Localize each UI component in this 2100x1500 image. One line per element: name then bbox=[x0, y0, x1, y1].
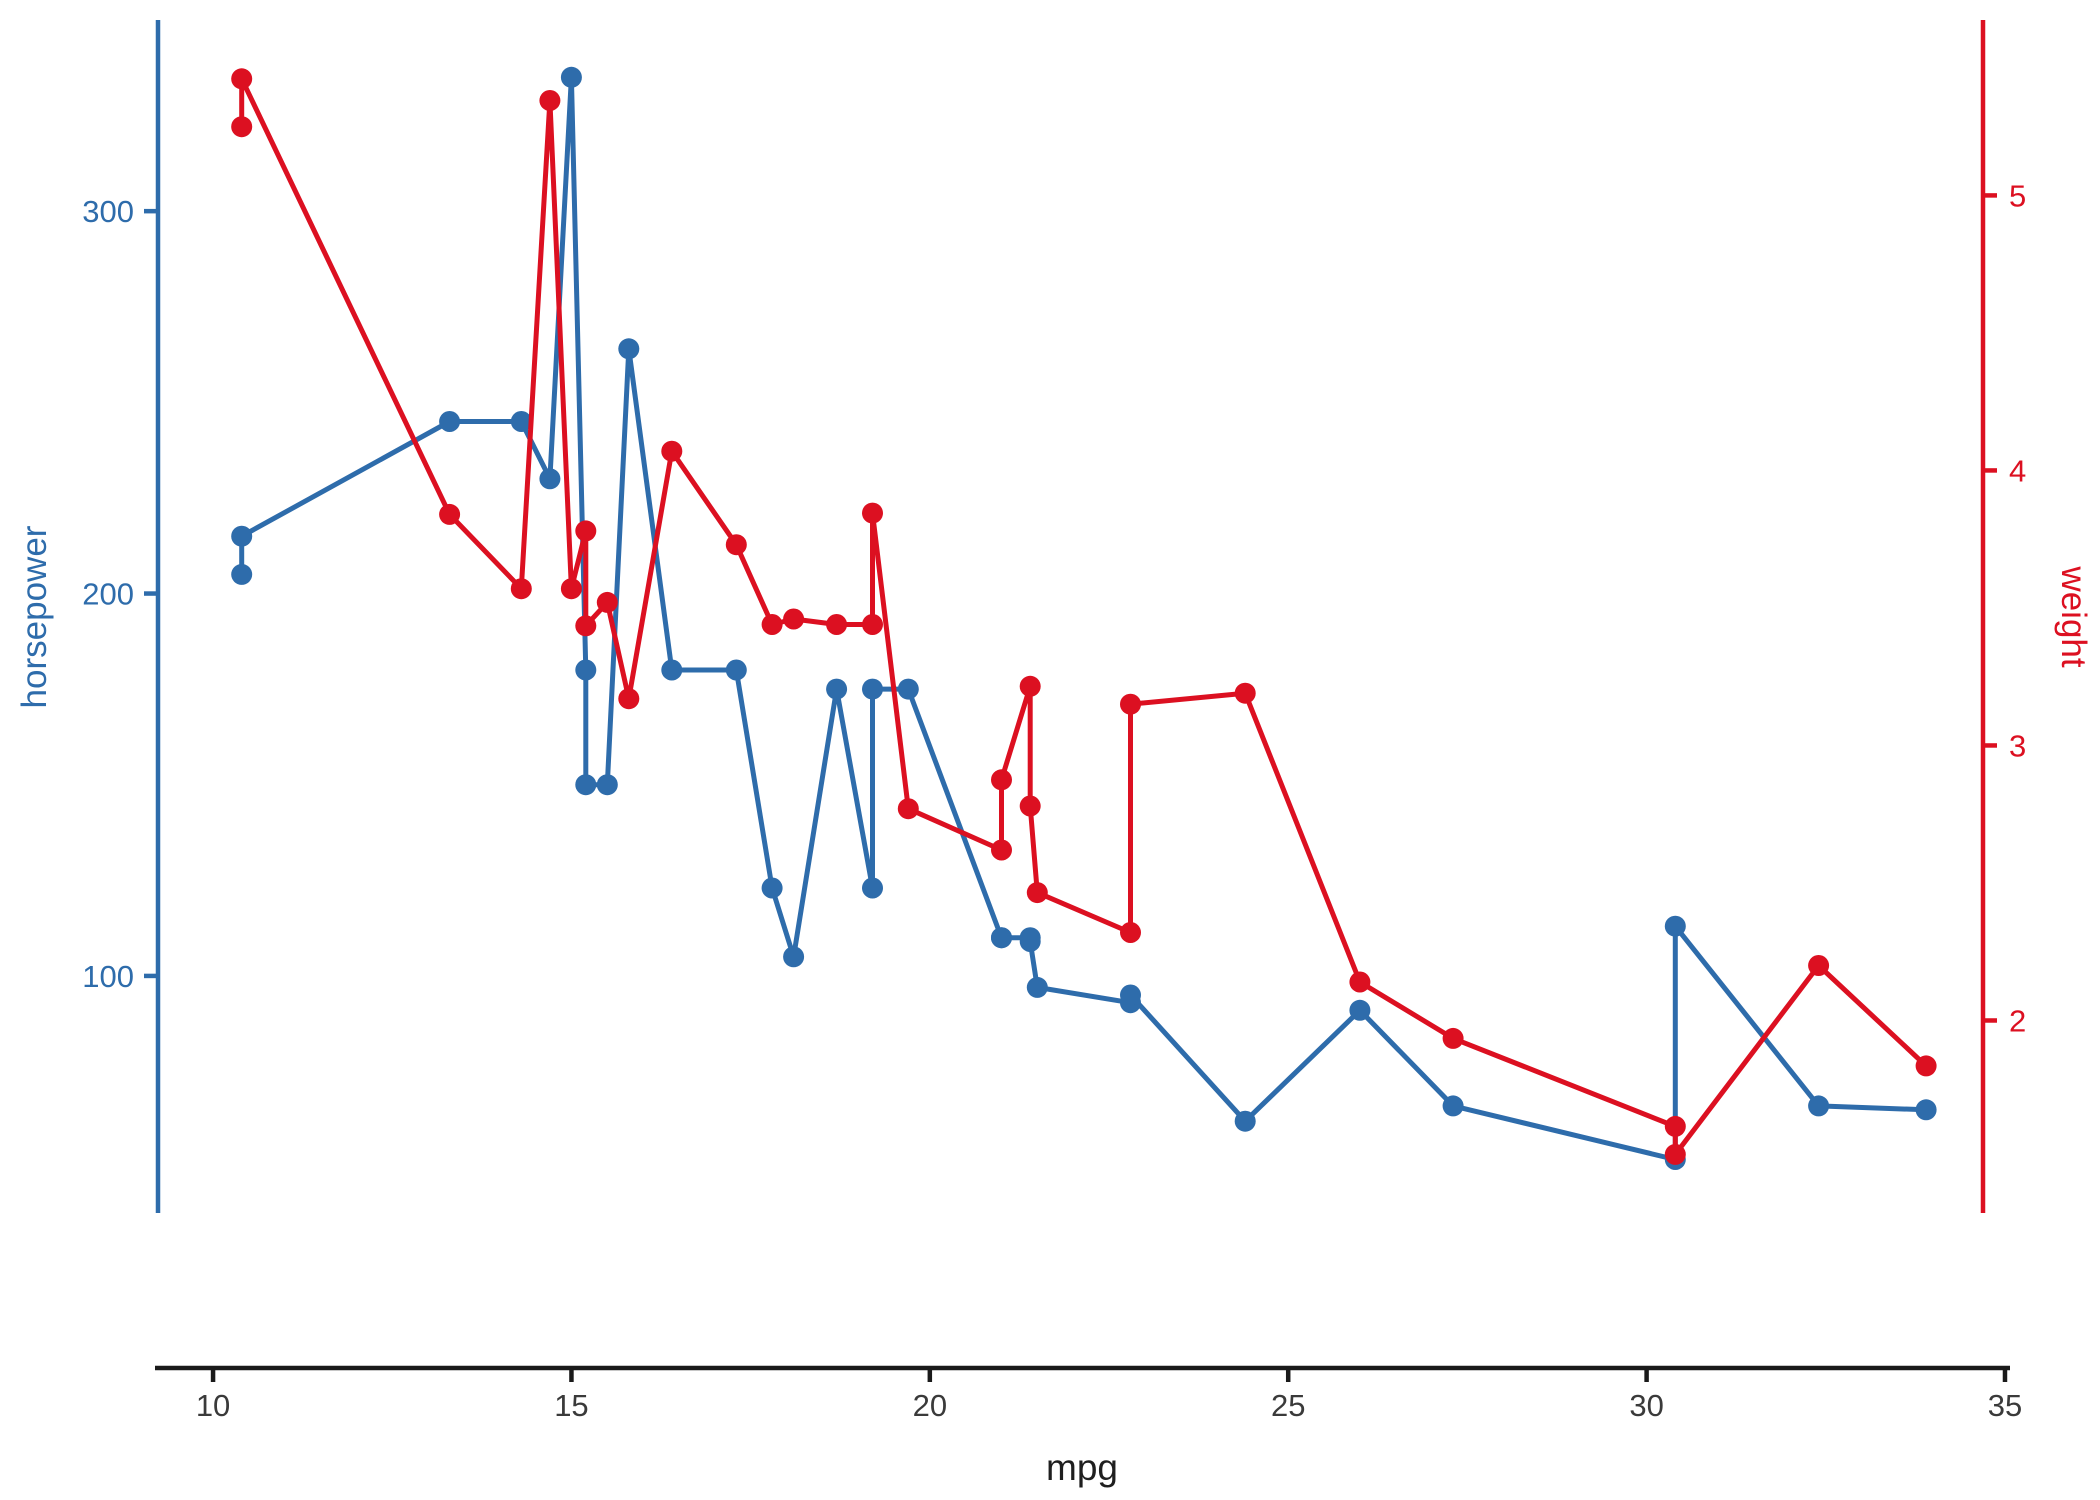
left-axis-tick-label: 100 bbox=[82, 959, 134, 994]
weight-point bbox=[510, 578, 532, 600]
weight-point bbox=[575, 615, 597, 637]
horsepower-point bbox=[1915, 1099, 1937, 1121]
weight-point bbox=[1349, 971, 1371, 993]
weight-point bbox=[1915, 1055, 1937, 1077]
left-axis-tick-label: 200 bbox=[82, 577, 134, 612]
horsepower-point bbox=[725, 659, 747, 681]
weight-point bbox=[575, 520, 597, 542]
horsepower-point bbox=[439, 411, 461, 432]
weight-point bbox=[1808, 955, 1830, 976]
horsepower-point bbox=[231, 563, 253, 585]
horsepower-point bbox=[661, 659, 683, 681]
weight-point bbox=[897, 798, 919, 820]
right-axis-tick-label: 4 bbox=[2009, 453, 2026, 488]
weight-point bbox=[1019, 675, 1041, 697]
horsepower-point bbox=[1664, 915, 1686, 937]
horsepower-point bbox=[596, 774, 618, 796]
weight-point bbox=[539, 90, 561, 111]
weight-point bbox=[439, 503, 461, 525]
weight-point bbox=[725, 534, 747, 556]
weight-point bbox=[783, 608, 805, 630]
x-axis-tick-label: 25 bbox=[1271, 1388, 1305, 1423]
horsepower-line bbox=[239, 74, 1927, 1162]
weight-point bbox=[862, 614, 883, 635]
weight-point bbox=[1664, 1143, 1686, 1165]
x-axis-tick-label: 35 bbox=[1988, 1388, 2022, 1423]
horsepower-point bbox=[1120, 984, 1141, 1006]
weight-point bbox=[1234, 682, 1256, 704]
right-axis-tick-label: 2 bbox=[2009, 1003, 2026, 1038]
horsepower-point bbox=[1019, 931, 1041, 952]
horsepower-point bbox=[575, 659, 597, 681]
horsepower-point bbox=[826, 678, 848, 700]
horsepower-point bbox=[862, 877, 883, 899]
horsepower-point bbox=[1808, 1095, 1830, 1117]
horsepower-point bbox=[783, 946, 805, 968]
series-layer bbox=[231, 66, 1937, 1170]
weight-point bbox=[231, 68, 253, 90]
weight-point bbox=[1120, 693, 1141, 715]
horsepower-point bbox=[862, 678, 883, 700]
right-axis-tick-label: 5 bbox=[2009, 178, 2026, 213]
horsepower-point bbox=[897, 678, 919, 700]
weight-point bbox=[1664, 1115, 1686, 1137]
weight-point bbox=[1120, 922, 1141, 943]
x-axis-title: mpg bbox=[1046, 1447, 1118, 1488]
horsepower-point bbox=[991, 927, 1012, 949]
horsepower-point bbox=[231, 525, 253, 547]
horsepower-point bbox=[1349, 999, 1371, 1021]
horsepower-point bbox=[1234, 1110, 1256, 1132]
horsepower-point bbox=[510, 411, 532, 432]
horsepower-point bbox=[761, 877, 783, 899]
left-y-axis-title: horsepower bbox=[15, 525, 54, 708]
weight-point bbox=[1442, 1027, 1464, 1049]
weight-point bbox=[661, 440, 683, 462]
weight-point bbox=[231, 116, 253, 138]
x-axis-tick-label: 10 bbox=[196, 1388, 230, 1423]
horsepower-point bbox=[618, 338, 640, 360]
weight-point bbox=[761, 614, 783, 635]
weight-point bbox=[618, 688, 640, 710]
x-axis-tick-label: 20 bbox=[913, 1388, 947, 1423]
horsepower-point bbox=[560, 66, 582, 88]
right-axis-tick-label: 3 bbox=[2009, 728, 2026, 763]
weight-point bbox=[1019, 795, 1041, 817]
weight-point bbox=[1026, 882, 1048, 904]
weight-point bbox=[991, 839, 1012, 861]
x-axis-tick-label: 15 bbox=[554, 1388, 588, 1423]
right-y-axis-title: weight bbox=[2054, 565, 2093, 667]
weight-point bbox=[826, 614, 848, 635]
horsepower-point bbox=[539, 468, 561, 490]
horsepower-point bbox=[1442, 1095, 1464, 1117]
axis-ticks-layer: 10 15 20 25 30 35 100 200 300 2 3 4 5 bbox=[82, 178, 2026, 1423]
left-axis-tick-label: 300 bbox=[82, 194, 134, 229]
weight-point bbox=[862, 502, 883, 524]
weight-point bbox=[991, 769, 1012, 791]
weight-point bbox=[560, 578, 582, 600]
horsepower-point bbox=[1026, 976, 1048, 998]
weight-point bbox=[596, 591, 618, 613]
horsepower-point bbox=[575, 774, 597, 796]
x-axis-tick-label: 30 bbox=[1629, 1388, 1663, 1423]
